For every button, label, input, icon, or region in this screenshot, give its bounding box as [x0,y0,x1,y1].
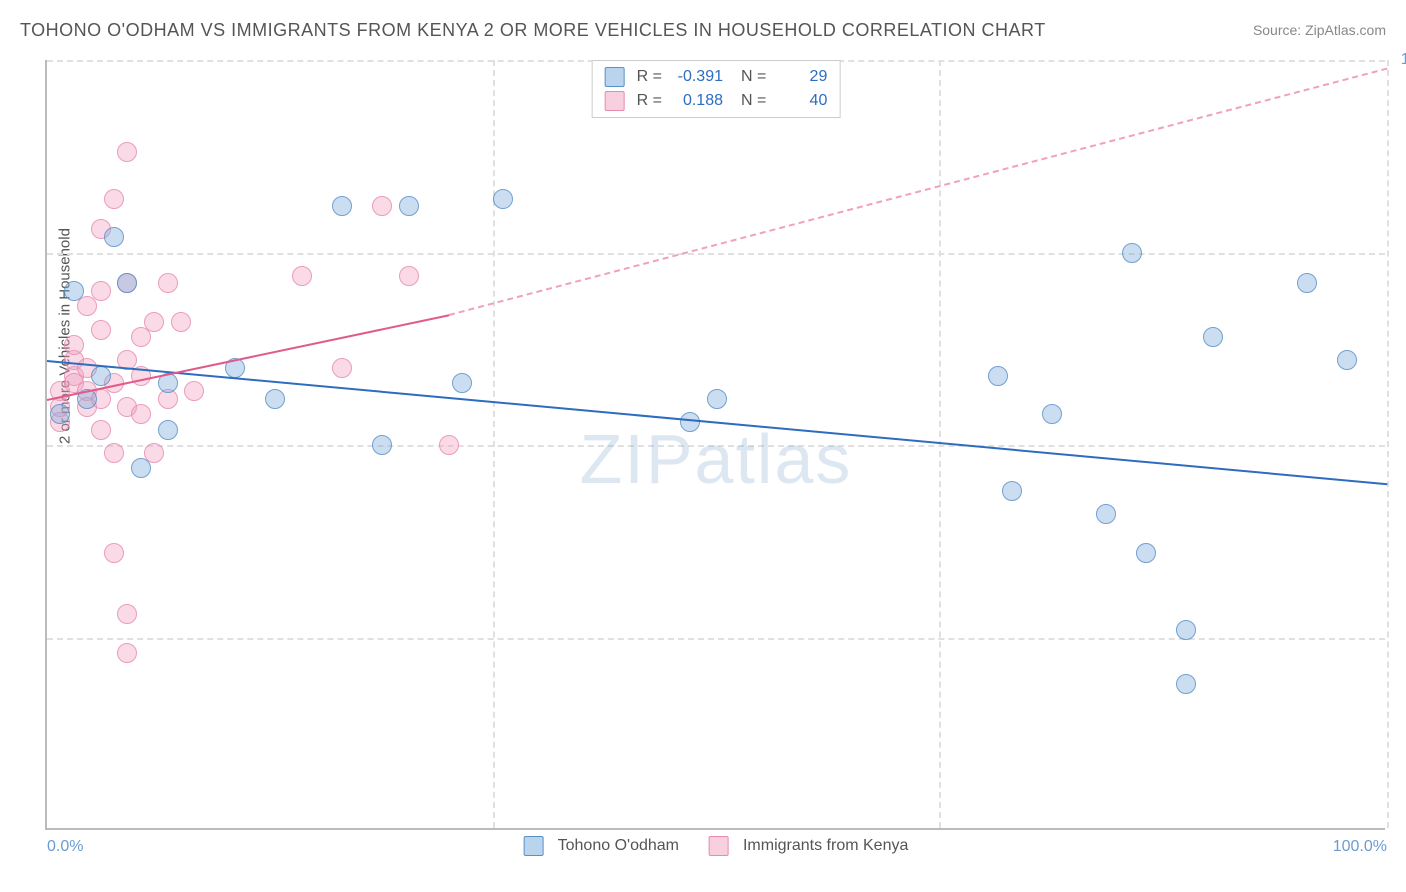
scatter-point [372,196,392,216]
n-label: N = [741,68,766,86]
trend-line [449,68,1387,316]
scatter-point [707,389,727,409]
scatter-point [144,312,164,332]
scatter-point [104,189,124,209]
scatter-point [184,381,204,401]
scatter-point [1203,327,1223,347]
scatter-point [265,389,285,409]
gridline-h [47,445,1385,447]
scatter-point [91,320,111,340]
source-label: Source: ZipAtlas.com [1253,22,1386,38]
scatter-point [1122,243,1142,263]
legend-item-blue: Tohono O'odham [524,836,679,856]
scatter-point [1337,350,1357,370]
x-tick-label: 100.0% [1333,838,1387,856]
gridline-v [493,60,495,828]
scatter-point [680,412,700,432]
scatter-point [493,189,513,209]
scatter-point [104,543,124,563]
scatter-point [988,366,1008,386]
scatter-point [131,458,151,478]
n-label: N = [741,92,766,110]
scatter-point [131,404,151,424]
swatch-blue-icon [524,836,544,856]
swatch-blue-icon [605,67,625,87]
scatter-point [399,266,419,286]
scatter-point [91,420,111,440]
scatter-point [399,196,419,216]
scatter-point [1176,674,1196,694]
scatter-point [439,435,459,455]
scatter-point [1042,404,1062,424]
stats-row-blue: R = -0.391 N = 29 [605,65,828,89]
r-label: R = [637,92,662,110]
r-value-blue: -0.391 [668,68,723,86]
scatter-point [332,358,352,378]
scatter-point [104,227,124,247]
chart-title: TOHONO O'ODHAM VS IMMIGRANTS FROM KENYA … [20,20,1046,41]
scatter-point [452,373,472,393]
scatter-point [1136,543,1156,563]
r-value-pink: 0.188 [668,92,723,110]
gridline-h [47,253,1385,255]
scatter-point [1297,273,1317,293]
scatter-point [117,142,137,162]
scatter-point [117,604,137,624]
n-value-blue: 29 [772,68,827,86]
x-tick-label: 0.0% [47,838,83,856]
scatter-point [1002,481,1022,501]
trend-line [47,360,1387,485]
scatter-point [1176,620,1196,640]
swatch-pink-icon [709,836,729,856]
scatter-point [332,196,352,216]
scatter-point [91,366,111,386]
scatter-point [104,443,124,463]
scatter-point [117,643,137,663]
legend-label-pink: Immigrants from Kenya [743,837,908,855]
scatter-point [64,281,84,301]
scatter-point [171,312,191,332]
plot-area: 2 or more Vehicles in Household ZIPatlas… [45,60,1385,830]
scatter-point [292,266,312,286]
scatter-point [158,273,178,293]
n-value-pink: 40 [772,92,827,110]
r-label: R = [637,68,662,86]
y-tick-label: 100.0% [1401,51,1406,69]
stats-row-pink: R = 0.188 N = 40 [605,89,828,113]
legend-item-pink: Immigrants from Kenya [709,836,908,856]
scatter-point [64,335,84,355]
stats-legend: R = -0.391 N = 29 R = 0.188 N = 40 [592,60,841,118]
scatter-point [50,404,70,424]
gridline-v [1387,60,1389,828]
scatter-point [158,420,178,440]
scatter-point [117,273,137,293]
scatter-point [91,281,111,301]
scatter-point [1096,504,1116,524]
swatch-pink-icon [605,91,625,111]
series-legend: Tohono O'odham Immigrants from Kenya [524,836,909,856]
legend-label-blue: Tohono O'odham [558,837,679,855]
scatter-point [372,435,392,455]
